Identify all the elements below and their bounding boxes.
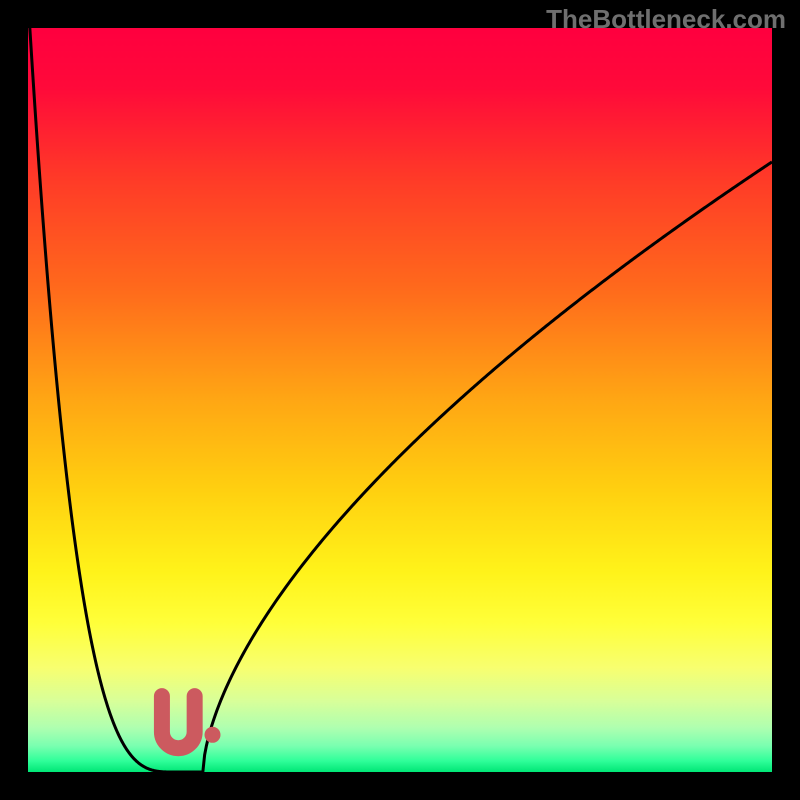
watermark-text: TheBottleneck.com [546,4,786,35]
figure-root: TheBottleneck.com [0,0,800,800]
background-gradient [28,28,772,772]
plot-area [28,28,772,772]
